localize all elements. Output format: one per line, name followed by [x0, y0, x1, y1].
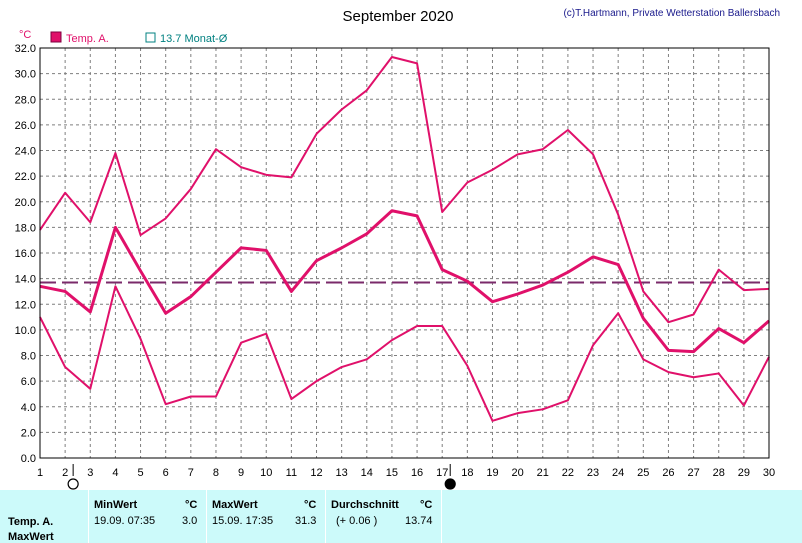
y-tick-label: 22.0 — [15, 171, 36, 183]
legend-label-average: 13.7 Monat-Ø — [160, 33, 228, 45]
y-tick-label: 18.0 — [15, 222, 36, 234]
x-tick-label: 3 — [87, 467, 93, 479]
max-header: MaxWert — [212, 499, 258, 511]
y-tick-label: 14.0 — [15, 274, 36, 286]
y-axis-ticks: 0.0 2.0 4.0 6.0 8.0 10.0 12.0 14.0 16.0 18.0 20.0 2… — [15, 43, 36, 465]
y-tick-label: 10.0 — [15, 325, 36, 337]
x-tick-label: 26 — [662, 467, 674, 479]
x-tick-label: 25 — [637, 467, 649, 479]
y-tick-label: 12.0 — [15, 299, 36, 311]
legend: Temp. A. 13.7 Monat-Ø — [50, 31, 228, 45]
y-tick-label: 28.0 — [15, 94, 36, 106]
chart-title: September 2020 — [343, 8, 454, 25]
x-tick-label: 18 — [461, 467, 473, 479]
moon-phase-group — [67, 464, 456, 490]
x-tick-label: 5 — [137, 467, 143, 479]
x-tick-label: 17 — [436, 467, 448, 479]
x-tick-label: 8 — [213, 467, 219, 479]
stats-divider — [206, 490, 207, 543]
min-date: 19.09. 07:35 — [94, 515, 156, 527]
x-tick-label: 4 — [112, 467, 118, 479]
x-axis-ticks: 1 2 3 4 5 6 7 8 9 10 11 12 13 14 15 16 17 18 19 20 21 22 23 24 2… — [37, 467, 775, 479]
avg-delta: (+ 0.06 ) — [336, 515, 378, 527]
x-tick-label: 7 — [188, 467, 194, 479]
x-tick-label: 14 — [361, 467, 373, 479]
x-tick-label: 12 — [310, 467, 322, 479]
max-unit: °C — [304, 499, 317, 511]
x-tick-label: 27 — [687, 467, 699, 479]
x-tick-label: 28 — [713, 467, 725, 479]
x-tick-label: 9 — [238, 467, 244, 479]
series-line-min — [39, 285, 770, 422]
legend-swatch-temp — [50, 31, 62, 43]
full-moon-icon — [67, 478, 79, 490]
x-tick-label: 30 — [763, 467, 775, 479]
grid — [40, 48, 769, 458]
max-value: 31.3 — [295, 515, 317, 527]
y-tick-label: 24.0 — [15, 146, 36, 158]
y-tick-label: 8.0 — [21, 351, 36, 363]
legend-swatch-average — [145, 32, 156, 43]
legend-label-temp: Temp. A. — [66, 33, 109, 45]
y-axis-unit: °C — [19, 29, 31, 41]
x-tick-label: 22 — [562, 467, 574, 479]
x-tick-label: 24 — [612, 467, 624, 479]
series-line-max — [39, 55, 770, 324]
y-tick-label: 2.0 — [21, 427, 36, 439]
x-tick-label: 6 — [163, 467, 169, 479]
min-unit: °C — [185, 499, 198, 511]
avg-header: Durchschnitt — [331, 499, 399, 511]
x-tick-label: 19 — [486, 467, 498, 479]
y-tick-label: 32.0 — [15, 43, 36, 55]
x-tick-label: 21 — [537, 467, 549, 479]
x-tick-label: 29 — [738, 467, 750, 479]
row-label-2: MaxWert — [8, 531, 54, 543]
y-tick-label: 16.0 — [15, 248, 36, 260]
min-header: MinWert — [94, 499, 138, 511]
x-tick-label: 23 — [587, 467, 599, 479]
new-moon-icon — [444, 478, 456, 490]
avg-value: 13.74 — [405, 515, 433, 527]
x-tick-label: 15 — [386, 467, 398, 479]
stats-divider — [441, 490, 442, 543]
x-tick-label: 20 — [511, 467, 523, 479]
credit-text: (c)T.Hartmann, Private Wetterstation Bal… — [563, 8, 780, 19]
y-tick-label: 26.0 — [15, 120, 36, 132]
stats-panel: MinWert °C MaxWert °C Durchschnitt °C Te… — [0, 490, 802, 543]
stats-divider — [325, 490, 326, 543]
series-line-mean — [39, 209, 770, 354]
x-tick-label: 11 — [286, 467, 297, 479]
y-tick-label: 20.0 — [15, 197, 36, 209]
y-tick-label: 4.0 — [21, 402, 36, 414]
x-tick-label: 1 — [37, 467, 43, 479]
temperature-chart: September 2020 (c)T.Hartmann, Private We… — [15, 8, 780, 490]
x-tick-label: 10 — [260, 467, 272, 479]
x-tick-label: 2 — [62, 467, 68, 479]
y-tick-label: 30.0 — [15, 69, 36, 81]
x-tick-label: 16 — [411, 467, 423, 479]
avg-unit: °C — [420, 499, 433, 511]
plot-frame — [39, 47, 770, 459]
max-date: 15.09. 17:35 — [212, 515, 274, 527]
row-label: Temp. A. — [8, 516, 54, 528]
stats-divider — [88, 490, 89, 543]
y-tick-label: 0.0 — [21, 453, 36, 465]
x-tick-label: 13 — [336, 467, 348, 479]
series-group — [39, 55, 770, 422]
y-tick-label: 6.0 — [21, 376, 36, 388]
min-value: 3.0 — [182, 515, 198, 527]
